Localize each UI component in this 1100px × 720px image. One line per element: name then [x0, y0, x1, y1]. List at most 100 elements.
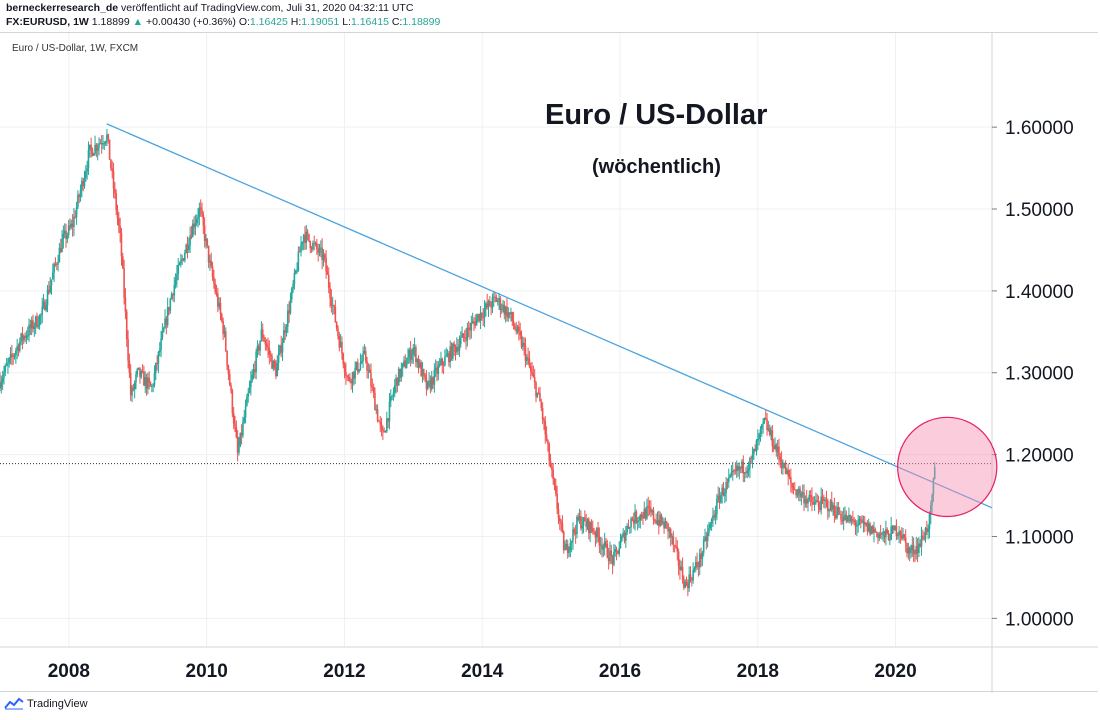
low-label: L: — [342, 16, 351, 28]
candle-body — [359, 362, 362, 370]
candle-body — [115, 193, 117, 211]
candle-body — [370, 372, 372, 387]
candle-body — [46, 289, 49, 306]
candle-body — [787, 469, 789, 477]
candle-body — [507, 312, 510, 318]
candle-body — [330, 298, 333, 307]
publisher-line: berneckerresearch_de veröffentlicht auf … — [6, 1, 413, 15]
candle-body — [333, 305, 335, 307]
candle-body — [573, 529, 576, 533]
candle-body — [599, 544, 602, 546]
candle-body — [33, 326, 36, 330]
candle-body — [32, 320, 34, 330]
candle-body — [329, 287, 331, 299]
candle-body — [520, 335, 523, 347]
tradingview-footer[interactable]: TradingView — [4, 697, 88, 710]
candle-body — [91, 148, 94, 156]
candle-body — [144, 377, 147, 386]
candle-body — [87, 150, 90, 169]
candle-body — [133, 382, 136, 390]
candle-body — [293, 272, 296, 285]
candle-body — [140, 371, 143, 377]
candle-body — [157, 351, 160, 365]
candle-body — [248, 387, 251, 393]
chart-frame[interactable]: 1.00000 1.10000 1.20000 1.30000 1.40000 1.500… — [0, 32, 1098, 693]
candle-body — [742, 461, 745, 474]
candle-body — [426, 381, 429, 390]
candle-body — [219, 302, 222, 315]
candle-body — [873, 529, 875, 533]
candle-body — [655, 520, 657, 524]
candle-body — [593, 531, 595, 534]
candle-body — [561, 523, 564, 532]
candle-body — [268, 348, 271, 355]
candle-body — [166, 307, 169, 326]
candle-body — [73, 216, 75, 227]
candle-body — [160, 338, 162, 351]
candle-body — [899, 531, 902, 536]
candle-body — [887, 533, 890, 540]
candle-body — [477, 314, 479, 319]
candle-body — [790, 477, 792, 484]
candle-body — [796, 493, 799, 496]
candle-body — [296, 270, 298, 272]
candle-body — [474, 321, 477, 326]
candle-body — [545, 434, 548, 441]
y-tick-label: 1.10000 — [1005, 527, 1074, 548]
candle-body — [490, 306, 492, 308]
candle-body — [914, 553, 916, 555]
candle-body — [560, 521, 562, 524]
candle-body — [141, 371, 144, 372]
candle-body — [48, 289, 50, 293]
candle-body — [120, 232, 123, 257]
candle-body — [156, 363, 158, 365]
candle-body — [475, 318, 478, 326]
candle-body — [679, 565, 681, 570]
candle-body — [609, 550, 611, 562]
candle-body — [254, 369, 256, 372]
x-tick-label: 2020 — [874, 661, 916, 682]
candle-body — [602, 546, 605, 550]
candle-body — [766, 419, 768, 431]
open-value: 1.16425 — [249, 16, 288, 28]
candle-body — [779, 456, 782, 461]
candle-body — [494, 296, 496, 298]
candle-body — [661, 521, 664, 524]
candle-body — [228, 373, 231, 386]
candle-body — [366, 360, 368, 371]
candle-body — [346, 376, 349, 377]
candle-body — [30, 320, 33, 329]
candle-body — [436, 367, 438, 374]
candle-body — [263, 337, 265, 342]
candle-body — [832, 505, 834, 510]
candle-body — [165, 318, 168, 326]
candle-body — [356, 362, 359, 372]
candle-body — [527, 357, 529, 359]
candle-body — [116, 210, 119, 219]
candle-body — [762, 422, 764, 425]
candle-body — [388, 401, 391, 422]
candle-body — [875, 532, 878, 533]
candle-body — [849, 514, 852, 522]
candle-body — [717, 495, 720, 499]
candle-body — [312, 242, 314, 250]
candle-body — [931, 495, 933, 506]
candle-body — [503, 304, 506, 315]
candle-body — [67, 225, 70, 235]
candle-body — [709, 523, 712, 528]
candle-body — [161, 331, 164, 339]
candle-body — [739, 466, 742, 469]
candle-body — [639, 514, 642, 521]
candle-body — [586, 519, 589, 527]
candle-body — [607, 557, 610, 562]
candle-body — [630, 518, 632, 528]
candle-body — [0, 382, 3, 389]
candle-body — [838, 514, 841, 515]
candle-body — [401, 363, 404, 369]
candle-body — [489, 300, 491, 307]
candle-body — [635, 511, 638, 523]
candle-body — [759, 429, 762, 434]
price-chart[interactable]: 1.00000 1.10000 1.20000 1.30000 1.40000 1.500… — [0, 33, 1098, 693]
candle-body — [869, 523, 871, 535]
candle-body — [257, 345, 260, 351]
